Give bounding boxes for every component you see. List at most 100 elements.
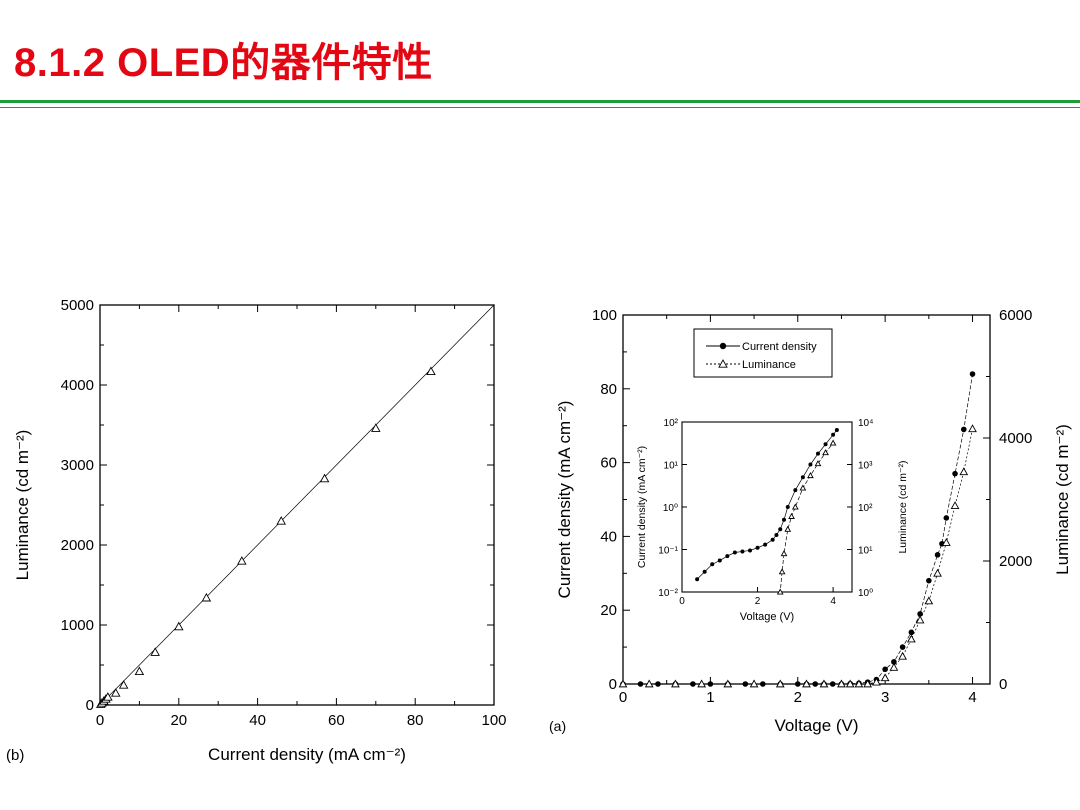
chart-a-luminance-point <box>933 568 942 577</box>
chart-b-point <box>426 366 436 376</box>
inset-current-point <box>782 517 786 522</box>
chart-a-x-tick-label: 1 <box>706 689 714 706</box>
chart-a-current-point <box>655 681 661 687</box>
chart-a-y-tick-label: 0 <box>609 676 617 693</box>
inset-current-point <box>774 532 779 537</box>
chart-a-legend-box <box>693 328 833 378</box>
chart-b-x-axis-label: Current density (mA cm⁻²) <box>208 745 406 764</box>
chart-a-current-point <box>760 681 766 687</box>
chart-a-luminance-point <box>854 679 864 688</box>
chart-a-luminance-point <box>968 424 977 433</box>
chart-a-luminance-point <box>644 679 654 688</box>
inset-current-point <box>710 562 715 567</box>
chart-a-current-point <box>794 681 801 687</box>
chart-a-current-point <box>926 577 932 584</box>
chart-a-current-point <box>742 681 749 687</box>
chart-a-luminance-point <box>959 467 969 476</box>
chart-a-current-point <box>934 552 941 558</box>
inset-luminance-point <box>791 503 799 510</box>
inset-luminance-point <box>822 449 829 456</box>
inset-current-point <box>748 548 752 553</box>
inset-current-point <box>823 442 828 447</box>
inset-y-tick-label: 10⁰ <box>663 503 678 514</box>
chart-b-y-tick-label: 2000 <box>61 537 94 554</box>
inset-luminance-point <box>814 460 822 467</box>
chart-a-luminance-point <box>697 679 707 688</box>
chart-a-luminance-point <box>837 679 846 688</box>
chart-a-y-tick-label: 20 <box>600 602 617 619</box>
chart-a-legend-marker <box>719 342 727 350</box>
inset-y-right-tick-label: 10⁰ <box>858 588 873 599</box>
inset-current-point <box>717 558 722 563</box>
chart-a-current-point <box>908 629 915 636</box>
inset-luminance-point <box>829 439 837 446</box>
chart-a-luminance-point <box>845 679 855 688</box>
chart-a-luminance-point <box>889 662 899 671</box>
chart-a-luminance-point <box>941 538 951 546</box>
inset-current-point <box>800 475 805 480</box>
chart-b-x-tick-label: 20 <box>170 712 187 729</box>
inset-current-point <box>732 550 737 555</box>
inset-x-tick-label: 0 <box>679 596 685 607</box>
inset-y-right-tick-label: 10³ <box>858 461 873 472</box>
chart-a-luminance-point <box>618 679 628 688</box>
chart-a-current-point <box>960 426 967 433</box>
slide-title: 8.1.2 OLED的器件特性 <box>14 41 433 85</box>
inset-luminance-point <box>776 588 784 595</box>
chart-a-luminance-point <box>906 634 916 643</box>
inset-luminance-line <box>778 442 834 593</box>
chart-a-legend-label: Luminance <box>742 359 796 371</box>
chart-a-luminance-point <box>915 615 925 624</box>
chart-b-point <box>174 621 184 631</box>
title-underline <box>0 100 1080 103</box>
inset-y-tick-label: 10² <box>664 418 679 429</box>
inset-current-point <box>740 549 745 554</box>
inset-current-point <box>763 542 768 547</box>
chart-a-current-point <box>882 666 888 673</box>
inset-luminance-point <box>807 472 814 479</box>
chart-a-x-tick-label: 3 <box>881 689 889 706</box>
chart-b-panel-label: (b) <box>6 747 24 764</box>
inset-y-axis-label: Current density (mA cm⁻²) <box>636 446 648 568</box>
chart-b-fit-line <box>99 304 495 706</box>
chart-a-current-point <box>952 470 958 477</box>
inset-y-tick-label: 10¹ <box>664 461 679 472</box>
chart-a-luminance-point <box>775 679 785 688</box>
chart-a-luminance-point <box>749 679 759 688</box>
chart-a-y-tick-label: 40 <box>600 528 617 545</box>
chart-a-y-right-tick-label: 4000 <box>999 430 1032 447</box>
chart-b-point <box>103 692 113 701</box>
chart-b-y-axis-label: Luminance (cd m⁻²) <box>13 430 32 581</box>
chart-b-point <box>371 423 381 432</box>
inset-x-tick-label: 2 <box>755 596 761 607</box>
inset-x-axis-label: Voltage (V) <box>740 611 794 623</box>
inset-luminance-point <box>784 525 792 532</box>
inset-luminance-point <box>788 512 795 519</box>
chart-a-current-point <box>917 611 923 617</box>
chart-a-y-right-tick-label: 6000 <box>999 307 1032 324</box>
inset-luminance-point <box>799 484 807 491</box>
chart-a-y-tick-label: 100 <box>592 307 617 324</box>
chart-a-current-point <box>891 659 897 665</box>
chart-a-y-right-tick-label: 2000 <box>999 553 1032 570</box>
chart-b-point <box>237 556 247 565</box>
chart-a-panel-label: (a) <box>549 718 566 734</box>
chart-a-luminance-point <box>802 679 811 688</box>
inset-y-right-axis-label: Luminance (cd m⁻²) <box>897 460 909 553</box>
chart-a-x-tick-label: 4 <box>968 689 976 706</box>
chart-b-y-tick-label: 3000 <box>61 457 94 474</box>
chart-a-luminance-point <box>924 596 934 605</box>
chart-b-point <box>110 688 121 697</box>
chart-a-y-tick-label: 60 <box>600 455 617 472</box>
inset-current-point <box>816 451 820 456</box>
chart-a-legend-marker <box>718 359 728 368</box>
inset-current-point <box>834 427 839 432</box>
chart-a-luminance-point <box>872 677 881 686</box>
chart-a-luminance-point <box>671 679 680 688</box>
inset-y-right-tick-label: 10² <box>858 503 873 514</box>
inset-y-tick-label: 10⁻¹ <box>658 546 678 557</box>
chart-a-x-tick-label: 0 <box>619 689 627 706</box>
inset-current-point <box>725 554 730 559</box>
chart-b-point <box>150 647 160 656</box>
inset-frame <box>681 421 853 593</box>
